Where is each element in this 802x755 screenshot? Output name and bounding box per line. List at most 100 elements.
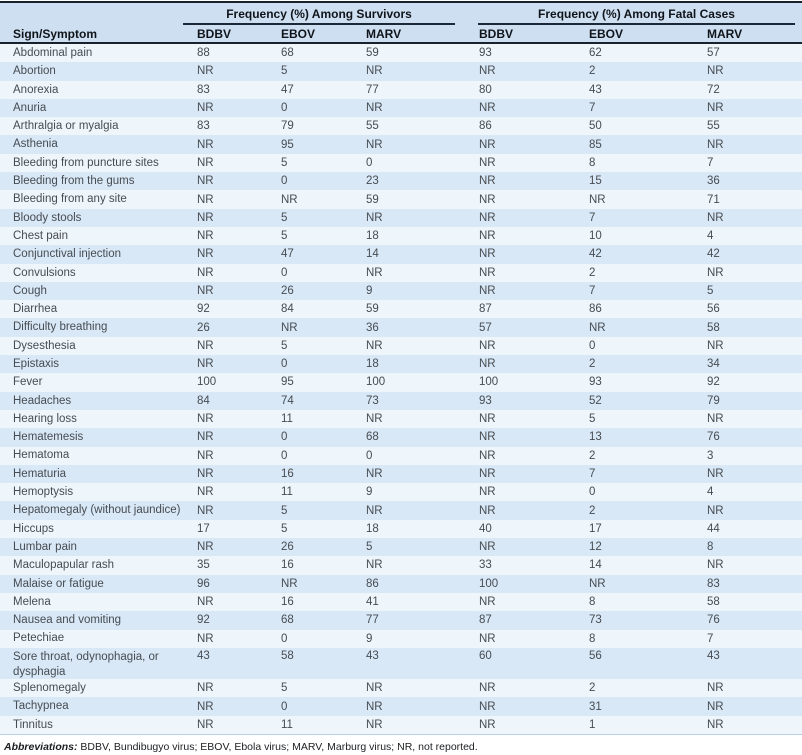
value-cell: NR xyxy=(197,467,214,480)
value-cell: NR xyxy=(479,358,496,371)
table-row: Tinnitus NR 11 NR NR 1 NR xyxy=(0,715,802,735)
value-cell: 13 xyxy=(589,431,602,444)
value-cell: NR xyxy=(197,102,214,115)
value-cell: NR xyxy=(589,193,606,206)
value-cell: 92 xyxy=(707,376,720,389)
value-cell: 12 xyxy=(589,541,602,554)
table-row: Lumbar pain NR 26 5 NR 12 8 xyxy=(0,538,802,557)
value-cell: NR xyxy=(366,102,383,115)
value-cell: 35 xyxy=(197,559,210,572)
value-cell: 58 xyxy=(707,321,720,334)
value-cell: 14 xyxy=(366,248,379,261)
value-cell: NR xyxy=(197,413,214,426)
value-cell: 36 xyxy=(366,321,379,334)
value-cell: 16 xyxy=(281,467,294,480)
value-cell: 5 xyxy=(281,211,288,224)
table-row: Hearing loss NR 11 NR NR 5 NR xyxy=(0,409,802,429)
value-cell: NR xyxy=(479,718,496,731)
value-cell: NR xyxy=(707,339,724,352)
value-cell: 9 xyxy=(366,285,373,297)
value-cell: 68 xyxy=(366,431,379,444)
value-cell: 0 xyxy=(366,449,373,462)
column-header-sign-symptom: Sign/Symptom xyxy=(13,26,98,41)
table-row: Dysesthesia NR 5 NR NR 0 NR xyxy=(0,336,802,356)
value-cell: 56 xyxy=(589,650,602,663)
value-cell: 79 xyxy=(281,120,294,133)
table-row: Chest pain NR 5 18 NR 10 4 xyxy=(0,226,802,246)
value-cell: 71 xyxy=(707,193,720,206)
symptom-label: Splenomegaly xyxy=(13,682,86,695)
value-cell: NR xyxy=(707,700,724,713)
value-cell: 1 xyxy=(589,718,596,731)
symptom-label: Sore throat, odynophagia, or dysphagia xyxy=(13,651,159,678)
value-cell: NR xyxy=(366,211,383,224)
value-cell: 4 xyxy=(707,486,714,499)
value-cell: 76 xyxy=(707,431,720,444)
value-cell: 55 xyxy=(707,120,720,133)
value-cell: 5 xyxy=(281,65,288,78)
value-cell: 2 xyxy=(589,682,596,695)
value-cell: 9 xyxy=(366,486,373,499)
symptom-label: Tinnitus xyxy=(13,718,53,731)
table-row: Hematemesis NR 0 68 NR 13 76 xyxy=(0,428,802,447)
value-cell: 42 xyxy=(707,248,720,261)
column-header-survivors-ebov: EBOV xyxy=(281,26,316,41)
value-cell: NR xyxy=(197,156,214,169)
symptom-label: Lumbar pain xyxy=(13,540,77,553)
table-row: Diarrhea 92 84 59 87 86 56 xyxy=(0,300,802,319)
table-row: Nausea and vomiting 92 68 77 87 73 76 xyxy=(0,611,802,630)
symptom-label: Tachypnea xyxy=(13,700,69,713)
value-cell: NR xyxy=(366,413,383,426)
value-cell: 10 xyxy=(589,230,602,243)
value-cell: NR xyxy=(707,467,724,480)
value-cell: 7 xyxy=(589,211,596,224)
value-cell: 33 xyxy=(479,559,492,572)
symptom-label: Cough xyxy=(13,284,47,297)
value-cell: 0 xyxy=(281,102,288,115)
value-cell: 57 xyxy=(479,321,492,334)
value-cell: 26 xyxy=(281,541,294,554)
value-cell: NR xyxy=(197,248,214,261)
symptom-label: Fever xyxy=(13,376,43,389)
table-row: Abortion NR 5 NR NR 2 NR xyxy=(0,62,802,81)
value-cell: 2 xyxy=(589,449,596,462)
value-cell: 5 xyxy=(281,522,288,535)
value-cell: 8 xyxy=(707,541,714,554)
value-cell: NR xyxy=(479,504,496,517)
table-row: Arthralgia or myalgia 83 79 55 86 50 55 xyxy=(0,117,802,136)
table-row: Maculopapular rash 35 16 NR 33 14 NR xyxy=(0,556,802,575)
table-row: Hematuria NR 16 NR NR 7 NR xyxy=(0,464,802,484)
value-cell: 16 xyxy=(281,559,294,572)
value-cell: 92 xyxy=(197,614,210,627)
value-cell: NR xyxy=(366,682,383,695)
value-cell: NR xyxy=(707,138,724,151)
value-cell: 0 xyxy=(366,156,373,169)
value-cell: 5 xyxy=(281,504,288,517)
value-cell: 26 xyxy=(197,321,210,334)
value-cell: 15 xyxy=(589,175,602,188)
column-header-row: Sign/Symptom BDBV EBOV MARV BDBV EBOV MA… xyxy=(0,25,802,42)
value-cell: NR xyxy=(366,138,383,151)
value-cell: 50 xyxy=(589,120,602,133)
value-cell: 16 xyxy=(281,596,294,609)
value-cell: 42 xyxy=(589,248,602,261)
value-cell: NR xyxy=(281,577,298,590)
value-cell: NR xyxy=(366,266,383,279)
symptom-label: Petechiae xyxy=(13,632,65,645)
value-cell: NR xyxy=(197,358,214,371)
value-cell: 59 xyxy=(366,193,379,206)
value-cell: NR xyxy=(479,211,496,224)
value-cell: 87 xyxy=(479,614,492,627)
symptom-label: Headaches xyxy=(13,394,72,407)
value-cell: 87 xyxy=(479,303,492,316)
table-header: Frequency (%) Among Survivors Frequency … xyxy=(0,3,802,42)
value-cell: NR xyxy=(479,65,496,78)
value-cell: NR xyxy=(479,230,496,243)
value-cell: 18 xyxy=(366,522,379,535)
value-cell: NR xyxy=(366,559,383,572)
value-cell: 73 xyxy=(366,394,379,407)
value-cell: NR xyxy=(479,467,496,480)
table-row: Epistaxis NR 0 18 NR 2 34 xyxy=(0,355,802,374)
value-cell: 7 xyxy=(707,632,714,645)
value-cell: 18 xyxy=(366,358,379,371)
